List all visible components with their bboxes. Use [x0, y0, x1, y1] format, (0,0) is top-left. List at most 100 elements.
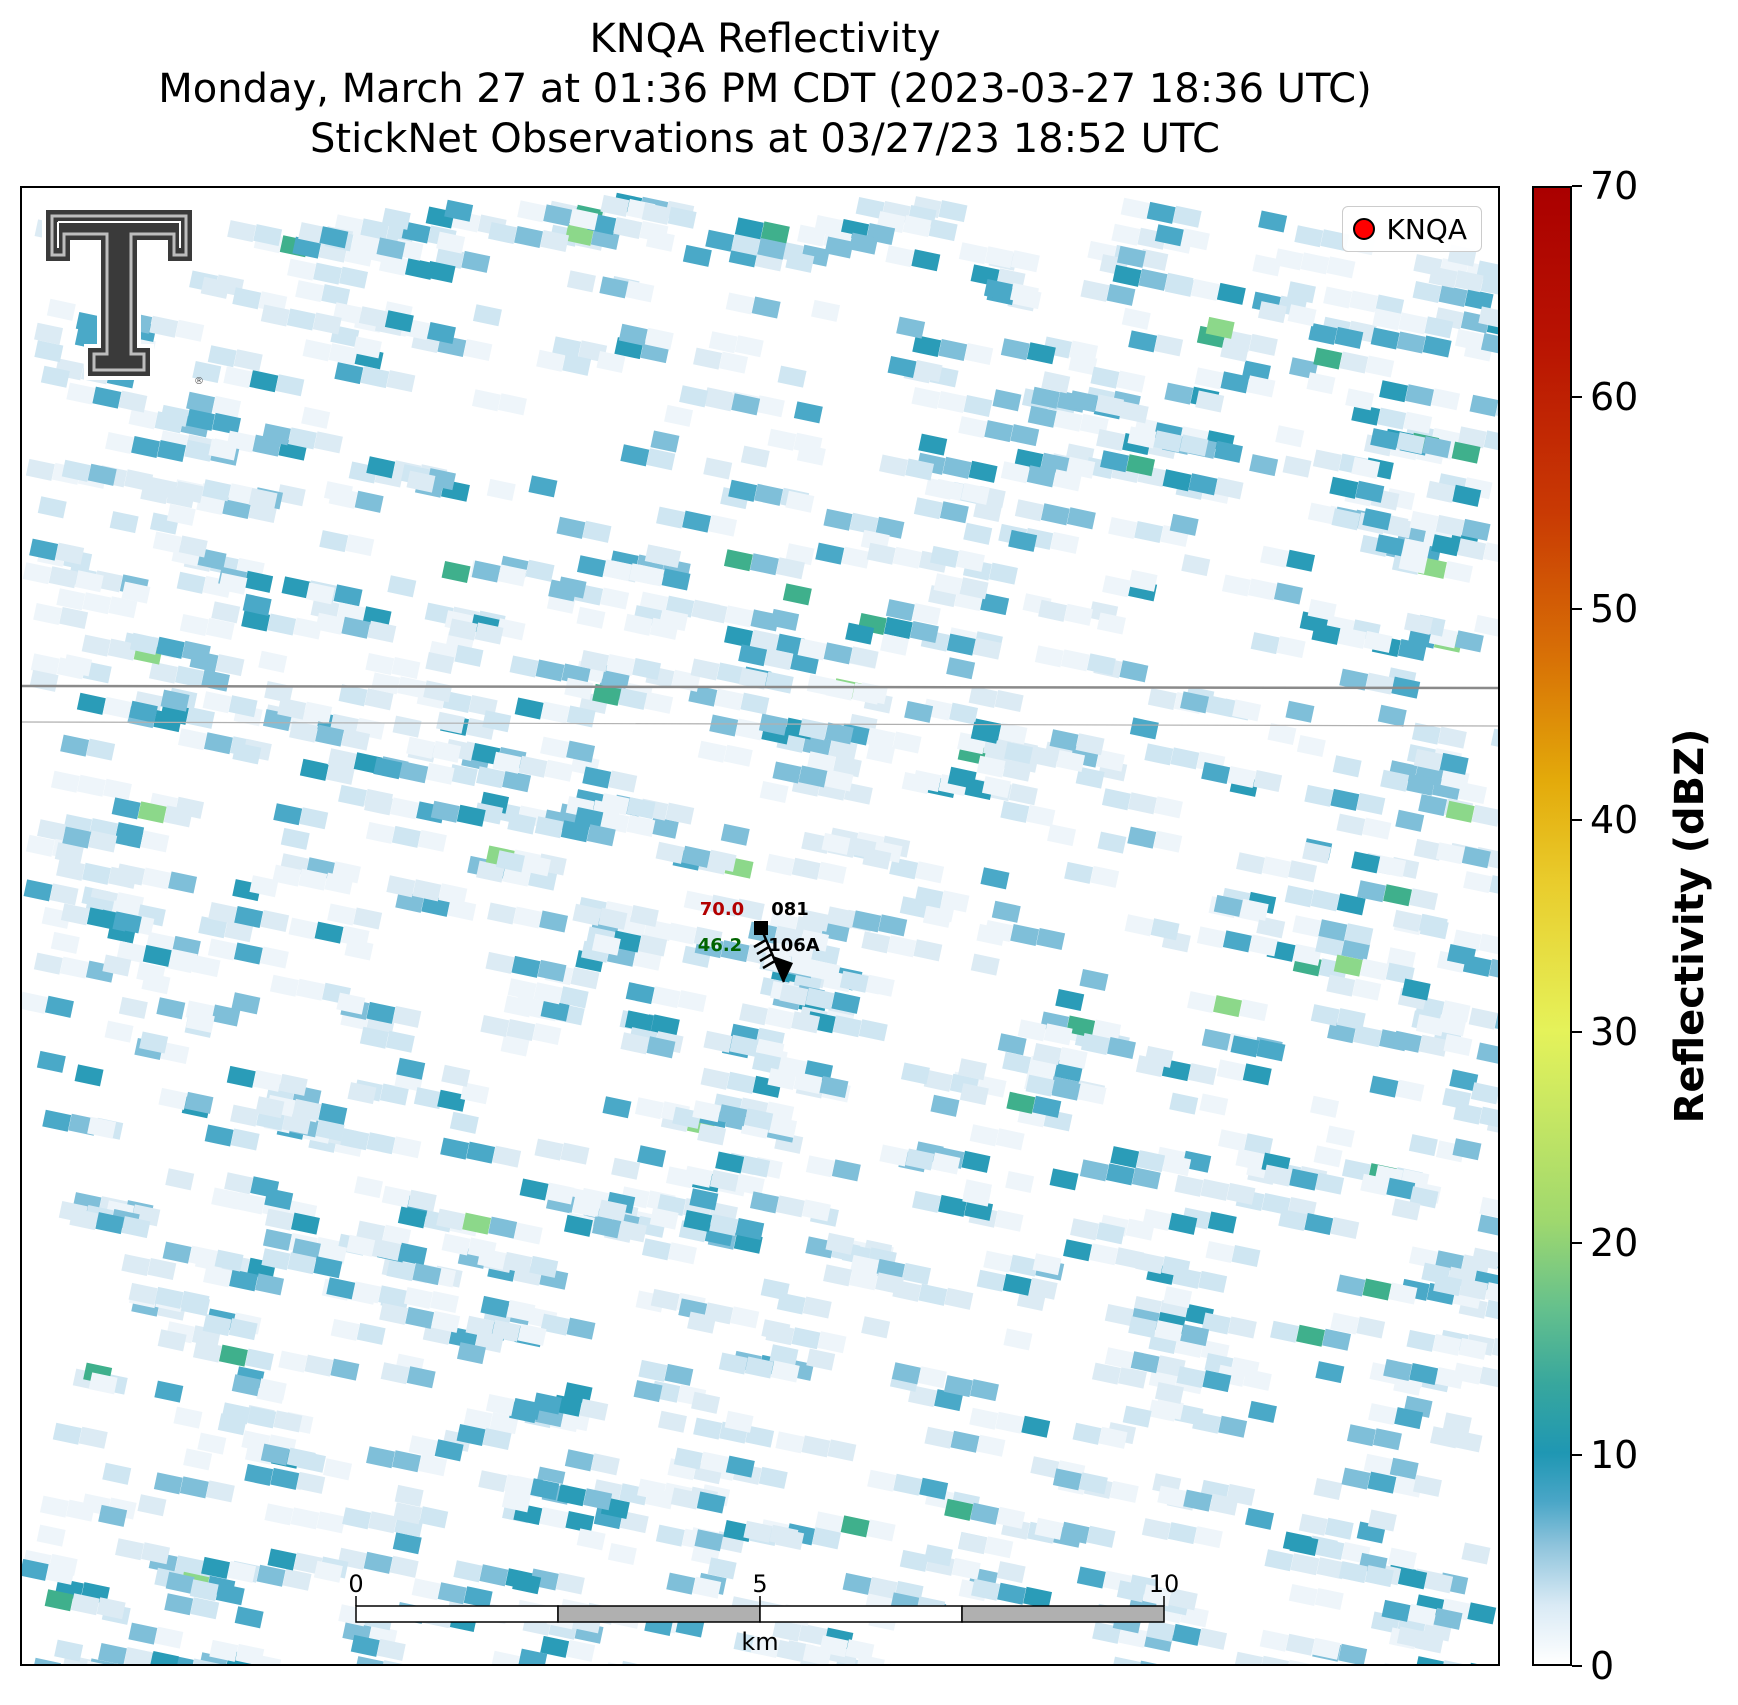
reflectivity-cell — [758, 1466, 788, 1489]
reflectivity-cell — [387, 575, 417, 598]
reflectivity-cell — [1252, 254, 1282, 277]
reflectivity-cell — [384, 310, 414, 333]
reflectivity-cell — [569, 208, 599, 231]
reflectivity-cell — [360, 366, 390, 389]
reflectivity-cell — [768, 1115, 798, 1138]
reflectivity-cell — [479, 1564, 509, 1587]
reflectivity-cell — [1106, 1037, 1136, 1060]
reflectivity-cell — [1080, 1032, 1110, 1056]
reflectivity-cell — [1026, 342, 1056, 365]
reflectivity-cell — [86, 907, 116, 930]
reflectivity-cell — [1127, 826, 1157, 849]
reflectivity-cell — [352, 1281, 382, 1304]
reflectivity-cell — [718, 1352, 748, 1375]
reflectivity-cell — [350, 1634, 380, 1657]
reflectivity-cell — [438, 883, 468, 906]
reflectivity-cell — [996, 1561, 1026, 1584]
reflectivity-cell — [482, 1427, 512, 1451]
reflectivity-cell — [1053, 409, 1083, 432]
reflectivity-cell — [679, 385, 709, 408]
reflectivity-cell — [1120, 197, 1150, 220]
reflectivity-cell — [1364, 1565, 1394, 1588]
reflectivity-cell — [203, 1265, 233, 1288]
reflectivity-cell — [392, 715, 422, 738]
reflectivity-cell — [1463, 871, 1493, 894]
reflectivity-cell — [1395, 1079, 1425, 1102]
reflectivity-cell — [930, 1094, 960, 1117]
reflectivity-cell — [1234, 1651, 1264, 1664]
reflectivity-cell — [109, 511, 139, 534]
reflectivity-cell — [694, 1529, 724, 1552]
reflectivity-cell — [969, 1407, 999, 1430]
reflectivity-cell — [1362, 817, 1392, 840]
reflectivity-cell — [1461, 846, 1491, 869]
reflectivity-cell — [1286, 549, 1316, 572]
reflectivity-cell — [919, 1477, 949, 1500]
reflectivity-cell — [1239, 898, 1269, 921]
reflectivity-cell — [448, 618, 478, 641]
reflectivity-cell — [108, 596, 138, 619]
reflectivity-cell — [1471, 1247, 1498, 1270]
reflectivity-cell — [1235, 1148, 1265, 1171]
reflectivity-cell — [840, 1515, 870, 1538]
reflectivity-cell — [1270, 1320, 1300, 1343]
reflectivity-cell — [1313, 1477, 1343, 1501]
reflectivity-cell — [582, 766, 612, 789]
reflectivity-cell — [401, 221, 431, 244]
reflectivity-cell — [441, 1064, 471, 1087]
reflectivity-cell — [1289, 1168, 1319, 1191]
reflectivity-cell — [1386, 1177, 1416, 1200]
reflectivity-cell — [482, 710, 512, 733]
reflectivity-cell — [315, 724, 345, 747]
reflectivity-cell — [241, 609, 271, 632]
reflectivity-cell — [299, 758, 329, 781]
reflectivity-cell — [1339, 668, 1369, 691]
reflectivity-cell — [1454, 270, 1484, 293]
reflectivity-cell — [1368, 1403, 1398, 1426]
reflectivity-cell — [775, 1431, 805, 1454]
reflectivity-cell — [1422, 436, 1452, 459]
reflectivity-cell — [914, 886, 944, 909]
reflectivity-cell — [449, 1111, 479, 1134]
reflectivity-cell — [158, 1087, 188, 1110]
reflectivity-cell — [208, 902, 238, 925]
reflectivity-cell — [1483, 542, 1498, 565]
radar-map[interactable]: ® 70.0 081 46.2 106A — [20, 186, 1500, 1666]
reflectivity-cell — [1111, 223, 1141, 246]
reflectivity-cell — [849, 512, 879, 535]
reflectivity-cell — [203, 732, 233, 755]
reflectivity-cell — [267, 1548, 297, 1571]
reflectivity-cell — [1218, 1129, 1248, 1152]
reflectivity-cell — [231, 1374, 261, 1397]
reflectivity-cell — [511, 955, 541, 978]
reflectivity-cell — [434, 1439, 464, 1462]
reflectivity-cell — [440, 1137, 470, 1160]
reflectivity-cell — [1383, 1359, 1413, 1382]
reflectivity-cell — [1311, 1637, 1341, 1660]
reflectivity-cell — [1034, 645, 1064, 668]
reflectivity-cell — [1392, 909, 1422, 932]
reflectivity-cell — [700, 1067, 730, 1090]
reflectivity-cell — [163, 805, 193, 828]
reflectivity-cell — [929, 545, 959, 568]
reflectivity-cell — [179, 1476, 209, 1499]
colorbar-tick — [1572, 607, 1582, 610]
reflectivity-cell — [1377, 704, 1407, 727]
reflectivity-cell — [1213, 894, 1243, 917]
reflectivity-cell — [431, 1310, 461, 1333]
reflectivity-cell — [88, 830, 118, 853]
reflectivity-cell — [386, 875, 416, 898]
reflectivity-cell — [937, 390, 967, 414]
reflectivity-cell — [1157, 1485, 1187, 1508]
reflectivity-cell — [1028, 1277, 1058, 1300]
reflectivity-cell — [282, 1112, 312, 1135]
reflectivity-cell — [800, 909, 830, 932]
reflectivity-cell — [330, 1358, 360, 1381]
reflectivity-cell — [338, 684, 368, 707]
reflectivity-cell — [1041, 371, 1071, 394]
reflectivity-cell — [1298, 1513, 1328, 1536]
reflectivity-cell — [476, 766, 506, 789]
reflectivity-cell — [1339, 351, 1369, 374]
reflectivity-cell — [582, 520, 612, 543]
reflectivity-cell — [959, 577, 989, 600]
